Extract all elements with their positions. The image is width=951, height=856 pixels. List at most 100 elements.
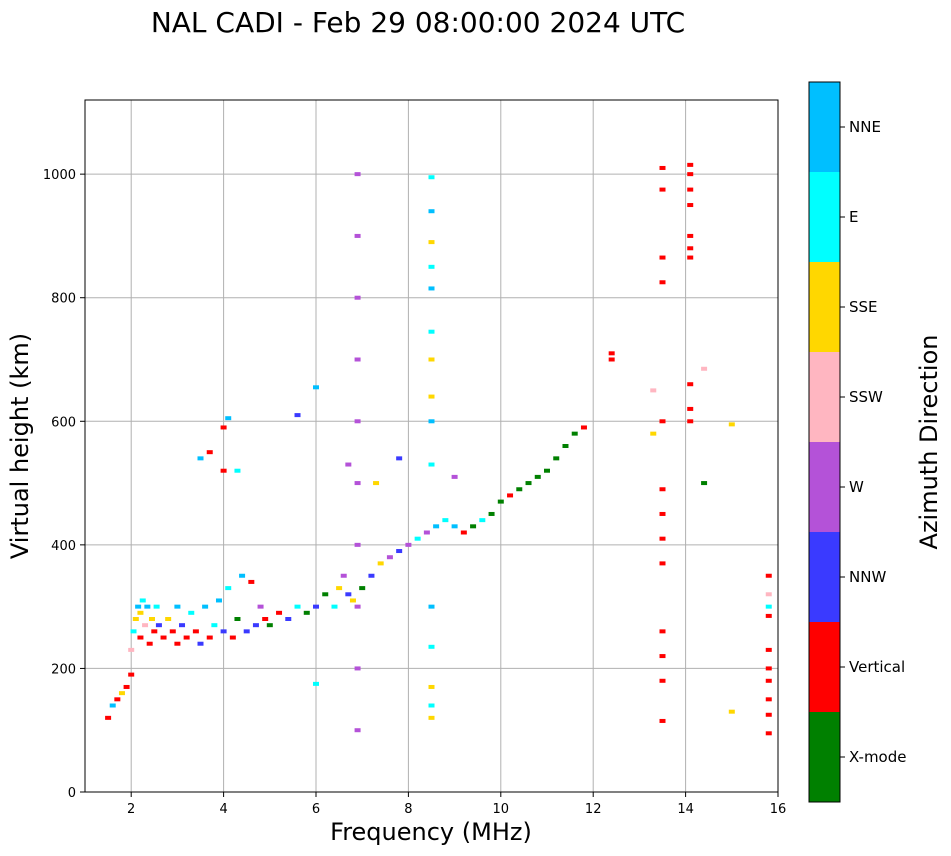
data-point <box>687 187 694 192</box>
data-point <box>239 573 246 578</box>
data-point <box>659 678 666 683</box>
data-point <box>128 647 135 652</box>
data-point <box>507 493 514 498</box>
data-point <box>428 286 435 291</box>
data-point <box>105 715 112 720</box>
y-tick-label: 0 <box>68 786 76 801</box>
data-point <box>165 617 172 621</box>
colorbar-tick-label: SSE <box>849 298 878 316</box>
data-point <box>659 536 666 541</box>
data-point <box>701 481 708 486</box>
data-point <box>650 431 657 436</box>
data-point <box>497 499 504 504</box>
x-tick-label: 8 <box>404 802 412 817</box>
data-point <box>354 604 361 609</box>
data-point <box>144 604 151 609</box>
data-point <box>765 573 772 578</box>
data-point <box>386 555 393 560</box>
data-point <box>313 604 319 609</box>
data-point <box>659 718 666 723</box>
data-point <box>368 573 375 578</box>
data-point <box>428 240 435 245</box>
data-point <box>428 644 435 649</box>
colorbar-tick-label: W <box>849 478 864 496</box>
data-point <box>659 165 666 170</box>
data-point <box>451 524 458 529</box>
data-point <box>188 610 195 615</box>
data-point <box>303 610 310 615</box>
y-axis-label: Virtual height (km) <box>6 333 34 559</box>
chart-title: NAL CADI - Feb 29 08:00:00 2024 UTC <box>151 6 685 39</box>
data-point <box>285 617 292 621</box>
data-point <box>659 419 666 424</box>
data-point <box>294 604 301 609</box>
data-point <box>659 654 666 659</box>
data-point <box>179 623 186 628</box>
data-point <box>114 697 121 702</box>
y-tick-label: 800 <box>51 292 76 307</box>
data-point <box>428 264 435 269</box>
data-point <box>220 425 227 430</box>
y-tick-label: 400 <box>51 539 76 554</box>
data-point <box>266 623 273 628</box>
data-point <box>148 617 155 621</box>
x-axis-label: Frequency (MHz) <box>330 818 532 846</box>
data-point <box>137 610 144 615</box>
data-point <box>428 175 435 180</box>
data-point <box>128 672 135 677</box>
data-point <box>659 255 666 260</box>
data-point <box>132 617 139 621</box>
data-point <box>687 382 694 387</box>
data-point <box>765 666 772 671</box>
data-point <box>252 623 259 628</box>
data-point <box>197 641 204 646</box>
data-point <box>659 187 666 192</box>
data-point <box>354 172 361 177</box>
data-point <box>215 598 222 603</box>
data-point <box>765 592 772 597</box>
data-point <box>428 715 435 720</box>
data-point <box>765 604 772 609</box>
colorbar-segment <box>809 82 840 172</box>
data-point <box>197 456 204 461</box>
data-point <box>414 536 421 541</box>
data-point <box>659 561 666 566</box>
data-point <box>354 666 361 671</box>
data-point <box>428 329 435 334</box>
data-point <box>123 684 130 689</box>
data-point <box>345 462 352 467</box>
data-point <box>206 635 213 640</box>
data-point <box>544 468 550 473</box>
data-point <box>687 255 694 260</box>
data-point <box>322 592 329 597</box>
grid-lines <box>85 100 779 793</box>
colorbar-tick-label: NNW <box>849 568 886 586</box>
data-point <box>765 678 772 683</box>
data-point <box>220 629 227 634</box>
data-point <box>146 641 153 646</box>
data-point <box>428 394 435 399</box>
data-point <box>345 592 352 597</box>
colorbar-segment <box>809 712 840 802</box>
data-point <box>687 406 694 411</box>
data-point <box>428 604 435 609</box>
data-point <box>516 487 523 492</box>
data-point <box>553 456 560 461</box>
data-point <box>169 629 176 634</box>
colorbar-tick-label: Vertical <box>849 658 905 676</box>
data-point <box>659 629 666 634</box>
data-point <box>336 586 343 591</box>
data-point <box>479 518 486 523</box>
data-point <box>294 413 301 418</box>
data-point <box>608 351 615 356</box>
colorbar-frame <box>808 81 841 803</box>
data-point <box>460 530 467 535</box>
data-point <box>687 233 694 238</box>
colorbar-tick-label: E <box>849 208 858 226</box>
data-point <box>687 246 694 251</box>
data-point <box>225 586 232 591</box>
data-point <box>428 419 435 424</box>
data-marks <box>105 162 772 736</box>
data-point <box>377 561 384 566</box>
y-tick-label: 200 <box>51 662 76 677</box>
